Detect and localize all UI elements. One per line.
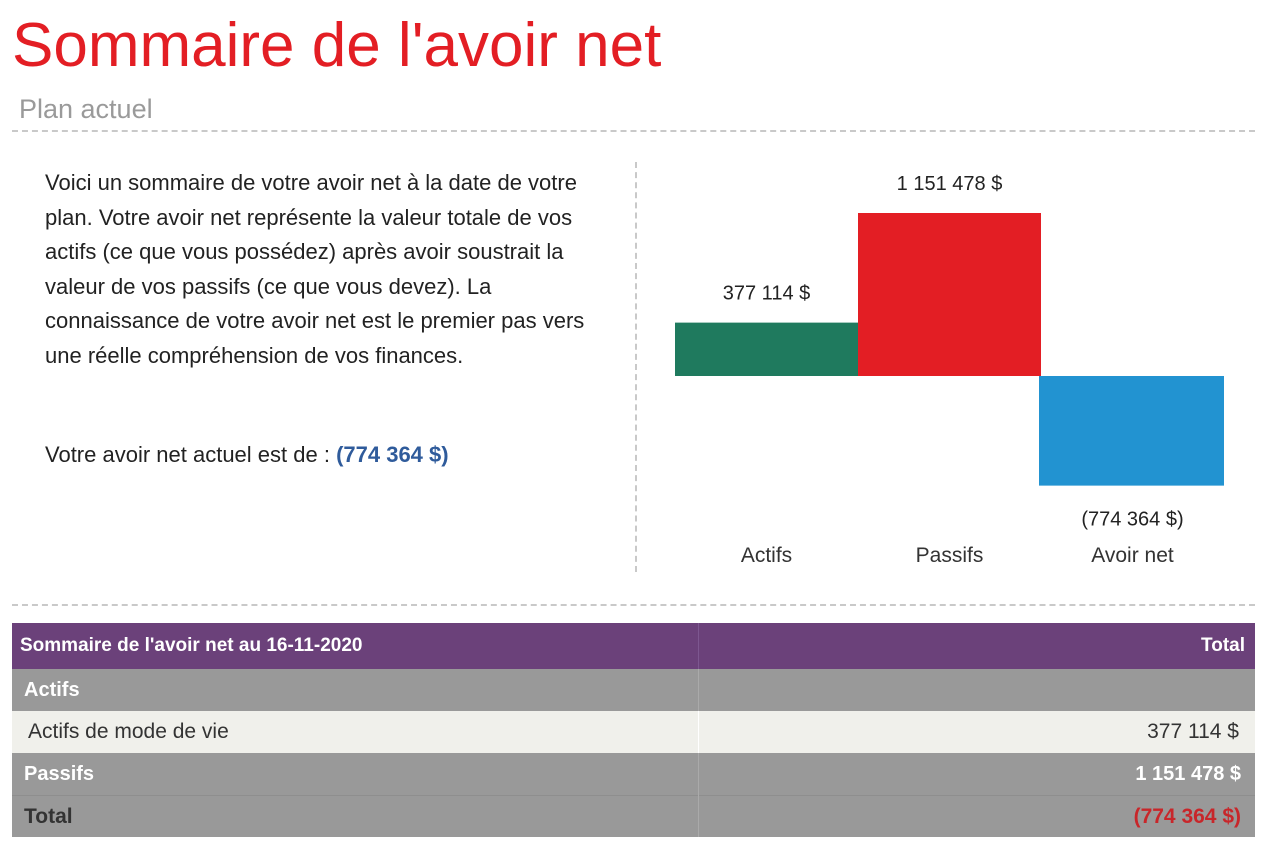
assets-section-row: Actifs bbox=[12, 669, 1255, 711]
bar-actifs bbox=[675, 322, 858, 376]
category-label-1: Passifs bbox=[916, 544, 984, 567]
assets-section-label: Actifs bbox=[12, 669, 698, 711]
assets-section-amount bbox=[697, 669, 1255, 711]
networth-chart: 377 114 $ Actifs 1 151 478 $ Passifs (774 36… bbox=[675, 173, 1224, 567]
page-subtitle: Plan actuel bbox=[19, 94, 153, 124]
table-header-label: Sommaire de l'avoir net au 16-11-2020 bbox=[12, 623, 698, 669]
table-header-total: Total bbox=[697, 623, 1255, 669]
total-row: Total (774 364 $) bbox=[12, 795, 1255, 837]
table-row: Actifs de mode de vie 377 114 $ bbox=[12, 711, 1255, 753]
intro-paragraph: Voici un sommaire de votre avoir net à l… bbox=[45, 170, 585, 368]
middle-divider bbox=[12, 604, 1255, 606]
liabilities-row: Passifs 1 151 478 $ bbox=[12, 753, 1255, 796]
page-title: Sommaire de l'avoir net bbox=[12, 11, 662, 80]
asset-row-value: 377 114 $ bbox=[697, 711, 1255, 753]
vertical-divider bbox=[635, 162, 637, 572]
total-value: (774 364 $) bbox=[697, 795, 1255, 837]
networth-summary-table: Sommaire de l'avoir net au 16-11-2020 To… bbox=[12, 623, 1255, 837]
liabilities-label: Passifs bbox=[12, 753, 698, 796]
top-divider bbox=[12, 130, 1255, 132]
networth-value: (774 364 $) bbox=[336, 442, 449, 467]
liabilities-value: 1 151 478 $ bbox=[697, 753, 1255, 796]
category-label-0: Actifs bbox=[741, 544, 792, 567]
networth-label: Votre avoir net actuel est de : bbox=[45, 442, 337, 467]
data-label-2: (774 364 $) bbox=[1081, 509, 1183, 531]
networth-statement: Votre avoir net actuel est de : (774 364… bbox=[45, 438, 449, 472]
data-label-1: 1 151 478 $ bbox=[897, 173, 1003, 195]
category-label-2: Avoir net bbox=[1091, 544, 1174, 567]
bar-avoir-net bbox=[1039, 376, 1224, 486]
data-label-0: 377 114 $ bbox=[723, 283, 811, 305]
bar-passifs bbox=[858, 213, 1041, 376]
asset-row-label: Actifs de mode de vie bbox=[12, 711, 698, 753]
total-label: Total bbox=[12, 795, 698, 837]
table-header-row: Sommaire de l'avoir net au 16-11-2020 To… bbox=[12, 623, 1255, 669]
